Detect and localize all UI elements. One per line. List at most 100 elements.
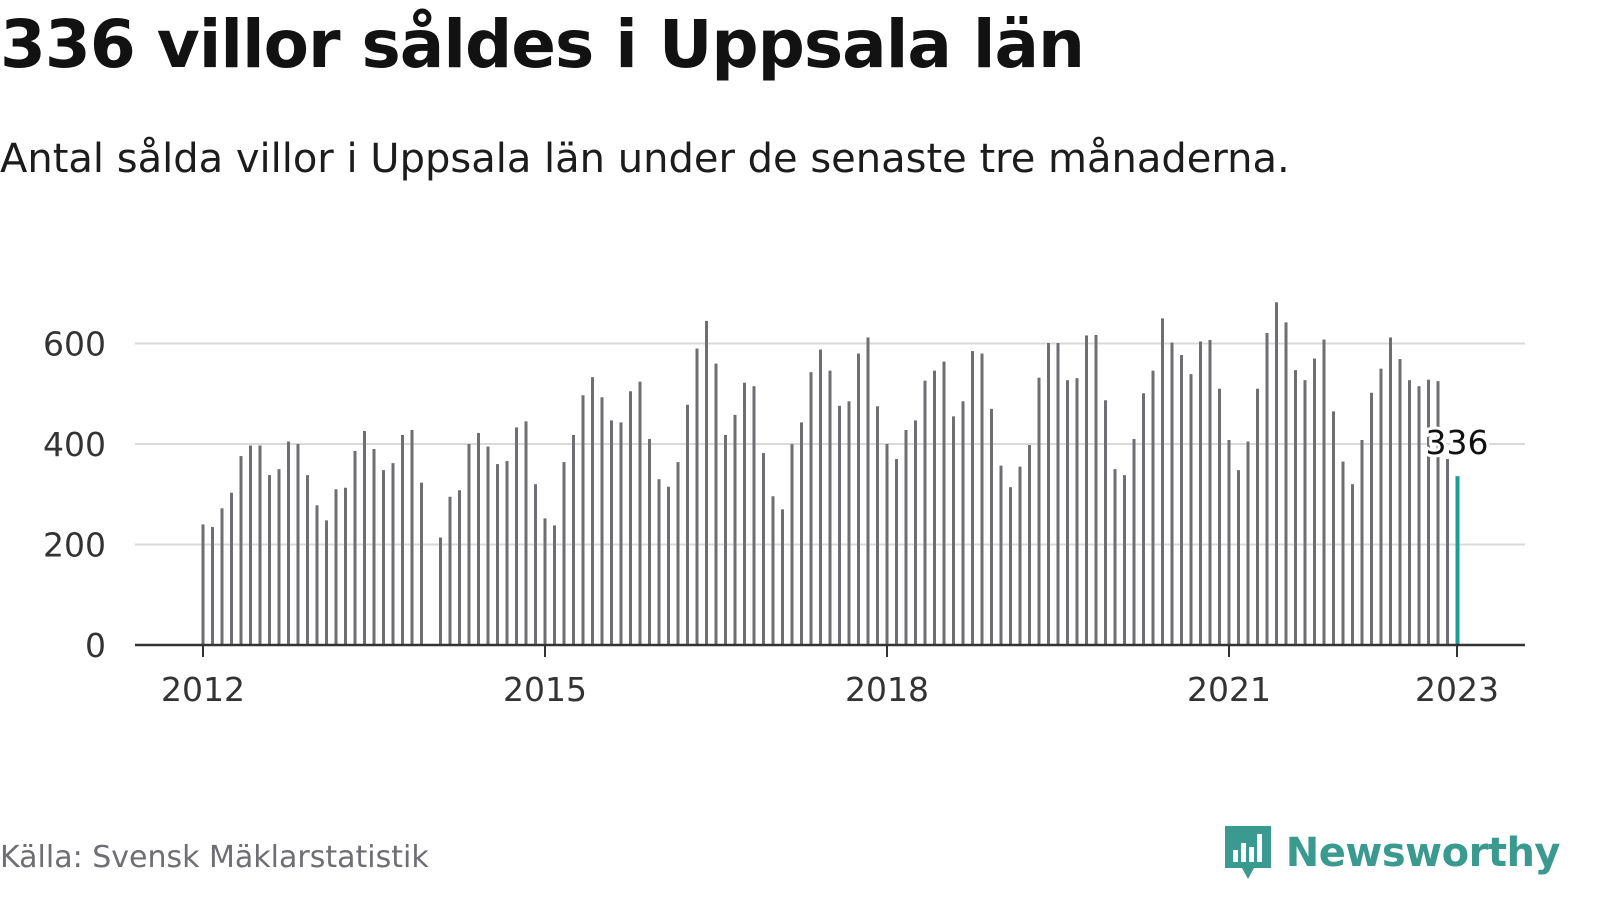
bar bbox=[325, 520, 328, 645]
bar bbox=[1028, 445, 1031, 645]
bar bbox=[1332, 411, 1335, 645]
bar bbox=[401, 434, 404, 645]
bar-chart: 0 200 400 600 2012 2015 2018 2021 2023 336 bbox=[43, 302, 1525, 709]
brand-logo: Newsworthy bbox=[1222, 824, 1561, 882]
bar bbox=[933, 370, 936, 645]
bar bbox=[1180, 355, 1183, 645]
y-tick-label: 0 bbox=[85, 626, 106, 665]
bar bbox=[591, 377, 594, 645]
data-labels: 336 bbox=[1423, 420, 1492, 465]
bar bbox=[1208, 339, 1212, 645]
bar bbox=[448, 496, 452, 645]
bar bbox=[638, 381, 642, 645]
bar bbox=[1351, 484, 1354, 645]
bar bbox=[477, 432, 480, 645]
bar bbox=[695, 348, 699, 645]
bar bbox=[1294, 370, 1297, 645]
bar bbox=[1094, 334, 1098, 645]
bar bbox=[363, 430, 366, 645]
brand-name: Newsworthy bbox=[1285, 830, 1561, 876]
bar bbox=[334, 489, 338, 645]
bar bbox=[315, 505, 319, 645]
x-tick-label: 2021 bbox=[1187, 670, 1271, 709]
bar bbox=[971, 351, 974, 645]
bar bbox=[1018, 466, 1022, 645]
bars bbox=[201, 302, 1460, 645]
bar bbox=[762, 453, 765, 645]
bar bbox=[296, 444, 300, 645]
bar bbox=[866, 337, 870, 645]
bar bbox=[1398, 359, 1402, 645]
bar bbox=[287, 441, 290, 645]
bar bbox=[1313, 358, 1316, 645]
chart-subtitle: Antal sålda villor i Uppsala län under d… bbox=[0, 136, 1290, 182]
bar bbox=[467, 444, 471, 645]
x-tick-label: 2015 bbox=[503, 670, 587, 709]
bar bbox=[1170, 342, 1174, 645]
chart-title: 336 villor såldes i Uppsala län bbox=[0, 6, 1085, 83]
bar bbox=[923, 380, 927, 645]
bar bbox=[790, 444, 794, 645]
bar bbox=[1237, 470, 1240, 645]
bar bbox=[572, 434, 575, 645]
bar bbox=[1341, 461, 1345, 645]
x-axis-ticks: 2012 2015 2018 2021 2023 bbox=[161, 645, 1499, 709]
bar bbox=[524, 421, 528, 645]
x-tick-label: 2018 bbox=[845, 670, 929, 709]
bar bbox=[382, 470, 385, 645]
bar bbox=[942, 361, 946, 645]
bar bbox=[629, 391, 632, 645]
bar bbox=[676, 462, 680, 645]
bar bbox=[277, 469, 281, 645]
bar bbox=[876, 406, 879, 645]
bar bbox=[857, 353, 860, 645]
bar bbox=[667, 486, 670, 645]
bar bbox=[268, 475, 271, 645]
bar bbox=[914, 420, 917, 645]
bar bbox=[1085, 335, 1088, 645]
bar bbox=[733, 414, 737, 645]
highlight-value-label: 336 bbox=[1426, 423, 1489, 462]
bar bbox=[220, 508, 224, 645]
bar bbox=[847, 401, 851, 645]
bar bbox=[724, 434, 727, 645]
bar bbox=[714, 363, 718, 645]
bar bbox=[249, 445, 252, 645]
bar bbox=[1189, 374, 1193, 645]
bar bbox=[239, 456, 243, 645]
bar bbox=[306, 475, 309, 645]
bar bbox=[1142, 393, 1145, 645]
bar bbox=[1104, 400, 1107, 645]
source-note: Källa: Svensk Mäklarstatistik bbox=[0, 840, 429, 875]
bar bbox=[1379, 368, 1383, 645]
bar bbox=[1132, 438, 1136, 645]
bar bbox=[391, 463, 395, 645]
bar bbox=[1199, 341, 1202, 645]
bar bbox=[1417, 386, 1421, 645]
y-tick-label: 600 bbox=[43, 325, 106, 364]
bar bbox=[1161, 318, 1164, 645]
bar bbox=[752, 386, 756, 645]
bar bbox=[1113, 469, 1117, 645]
bar bbox=[648, 438, 651, 645]
bar bbox=[990, 408, 993, 645]
bar bbox=[1427, 379, 1430, 645]
x-tick-label: 2023 bbox=[1415, 670, 1499, 709]
bar bbox=[1265, 332, 1269, 645]
bar bbox=[1284, 322, 1288, 645]
bar bbox=[534, 484, 537, 645]
bar bbox=[1322, 339, 1326, 645]
bar bbox=[458, 490, 461, 645]
bar bbox=[344, 487, 347, 645]
bar bbox=[515, 427, 518, 645]
bar bbox=[211, 526, 214, 645]
bar bbox=[1123, 475, 1126, 645]
bar bbox=[1408, 380, 1411, 645]
bar bbox=[486, 446, 490, 645]
bar bbox=[1037, 377, 1041, 645]
bar bbox=[838, 405, 841, 645]
bar bbox=[828, 370, 832, 645]
bar bbox=[800, 422, 803, 645]
bar bbox=[1246, 441, 1250, 645]
bar bbox=[1151, 370, 1155, 645]
